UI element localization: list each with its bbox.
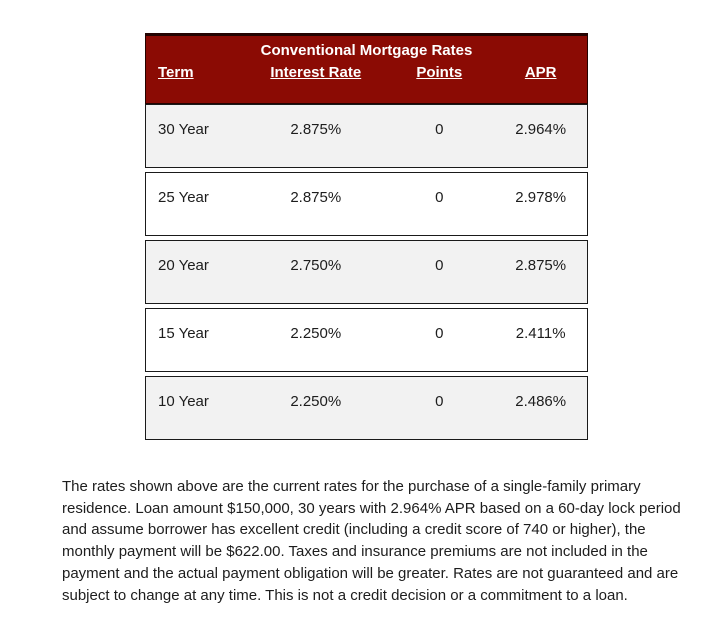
table-title: Conventional Mortgage Rates [260, 42, 473, 59]
disclaimer-line: residence. Loan amount $150,000, 30 year… [62, 499, 681, 517]
cell-term: 10 Year [158, 393, 209, 410]
disclaimer-line: The rates shown above are the current ra… [62, 478, 641, 495]
disclaimer-line: monthly payment will be $622.00. Taxes a… [62, 543, 648, 561]
table-row: 30 Year 2.875% 0 2.964% [145, 104, 588, 168]
cell-points: 0 [435, 393, 444, 410]
cell-apr: 2.411% [515, 325, 566, 342]
cell-apr: 2.486% [515, 393, 567, 410]
column-header-apr: APR [524, 64, 557, 81]
cell-term: 15 Year [158, 325, 209, 342]
cell-rate: 2.875% [290, 189, 342, 206]
cell-rate: 2.250% [290, 393, 342, 410]
cell-term: 30 Year [158, 121, 209, 138]
cell-apr: 2.978% [515, 189, 567, 206]
mortgage-rates-table: Conventional Mortgage Rates Term Interes… [145, 33, 588, 440]
disclaimer-line: payment and the actual payment obligatio… [62, 564, 679, 582]
column-header-row: Term Interest Rate Points APR [146, 63, 587, 82]
cell-points: 0 [435, 257, 444, 274]
cell-rate: 2.875% [290, 121, 342, 138]
cell-apr: 2.964% [515, 121, 567, 138]
cell-points: 0 [435, 325, 444, 342]
table-row: 20 Year 2.750% 0 2.875% [145, 240, 588, 304]
cell-apr: 2.875% [515, 257, 567, 274]
cell-points: 0 [435, 189, 444, 206]
disclaimer-line: and assume borrower has excellent credit… [62, 521, 646, 539]
column-header-points: Points [416, 64, 463, 81]
cell-rate: 2.750% [290, 257, 342, 274]
cell-points: 0 [435, 121, 444, 138]
disclaimer-text: The rates shown above are the current ra… [62, 476, 687, 606]
cell-term: 25 Year [158, 189, 209, 206]
table-row: 15 Year 2.250% 0 2.411% [145, 308, 588, 372]
table-header: Conventional Mortgage Rates Term Interes… [145, 33, 588, 104]
table-row: 25 Year 2.875% 0 2.978% [145, 172, 588, 236]
cell-term: 20 Year [158, 257, 209, 274]
disclaimer-line: subject to change at any time. This is n… [62, 586, 628, 604]
cell-rate: 2.250% [290, 325, 342, 342]
table-row: 10 Year 2.250% 0 2.486% [145, 376, 588, 440]
column-header-term: Term [158, 64, 194, 81]
column-header-interest-rate: Interest Rate [270, 64, 362, 81]
table-body: 30 Year 2.875% 0 2.964% 25 Year 2.875% 0… [145, 104, 588, 440]
